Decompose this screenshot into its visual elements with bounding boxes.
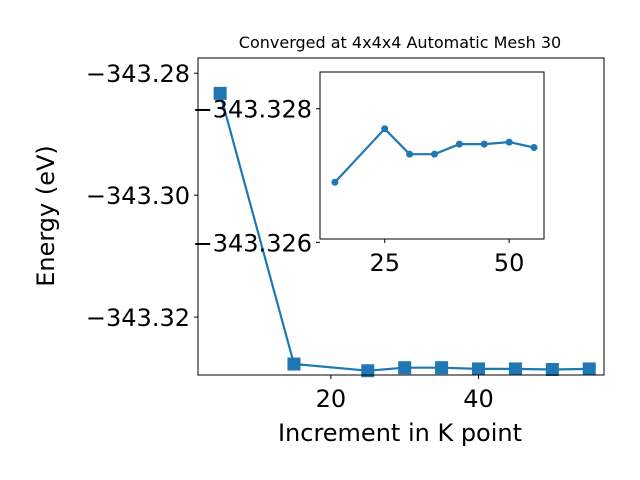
main-data-point (545, 363, 559, 377)
inset-ticks: 25 50 −343.326 −343.328 (193, 96, 525, 277)
inset-x-tick-label: 50 (494, 249, 525, 277)
main-x-tick-label: 40 (463, 385, 494, 413)
main-y-tick-label: −343.32 (86, 304, 190, 332)
main-plot: Converged at 4x4x4 Automatic Mesh 30 20 4… (32, 33, 605, 447)
x-axis-label: Increment in K point (278, 419, 522, 447)
main-y-tick-label: −343.30 (86, 182, 190, 210)
inset-data-point (331, 178, 339, 186)
inset-data-point (530, 143, 538, 151)
main-data-point (435, 361, 449, 375)
main-axes-frame (197, 57, 605, 376)
main-data-point (398, 361, 412, 375)
main-markers (213, 86, 596, 378)
inset-data-point (505, 138, 513, 146)
inset-y-tick-label: −343.326 (193, 229, 312, 257)
inset-data-point (480, 140, 488, 148)
main-data-point (508, 362, 522, 376)
main-x-tick-label: 20 (316, 385, 347, 413)
main-data-point (287, 357, 301, 371)
inset-data-point (455, 140, 463, 148)
main-y-tick-label: −343.28 (86, 60, 190, 88)
inset-plot: 25 50 −343.326 −343.328 (193, 71, 545, 277)
inset-data-point (430, 150, 438, 158)
inset-data-point (381, 125, 389, 133)
main-ticks: 20 40 −343.28 −343.30 −343.32 (86, 60, 494, 413)
main-data-point (582, 362, 596, 376)
chart-title: Converged at 4x4x4 Automatic Mesh 30 (239, 33, 561, 52)
main-data-point (213, 86, 227, 100)
inset-data-point (406, 150, 414, 158)
inset-x-tick-label: 25 (369, 249, 400, 277)
inset-axes-frame (319, 71, 545, 240)
y-axis-label: Energy (eV) (32, 145, 60, 287)
inset-y-tick-label: −343.328 (193, 96, 312, 124)
main-data-point (361, 364, 375, 378)
main-data-point (472, 362, 486, 376)
inset-markers (331, 125, 538, 186)
inset-series-line (334, 127, 535, 183)
